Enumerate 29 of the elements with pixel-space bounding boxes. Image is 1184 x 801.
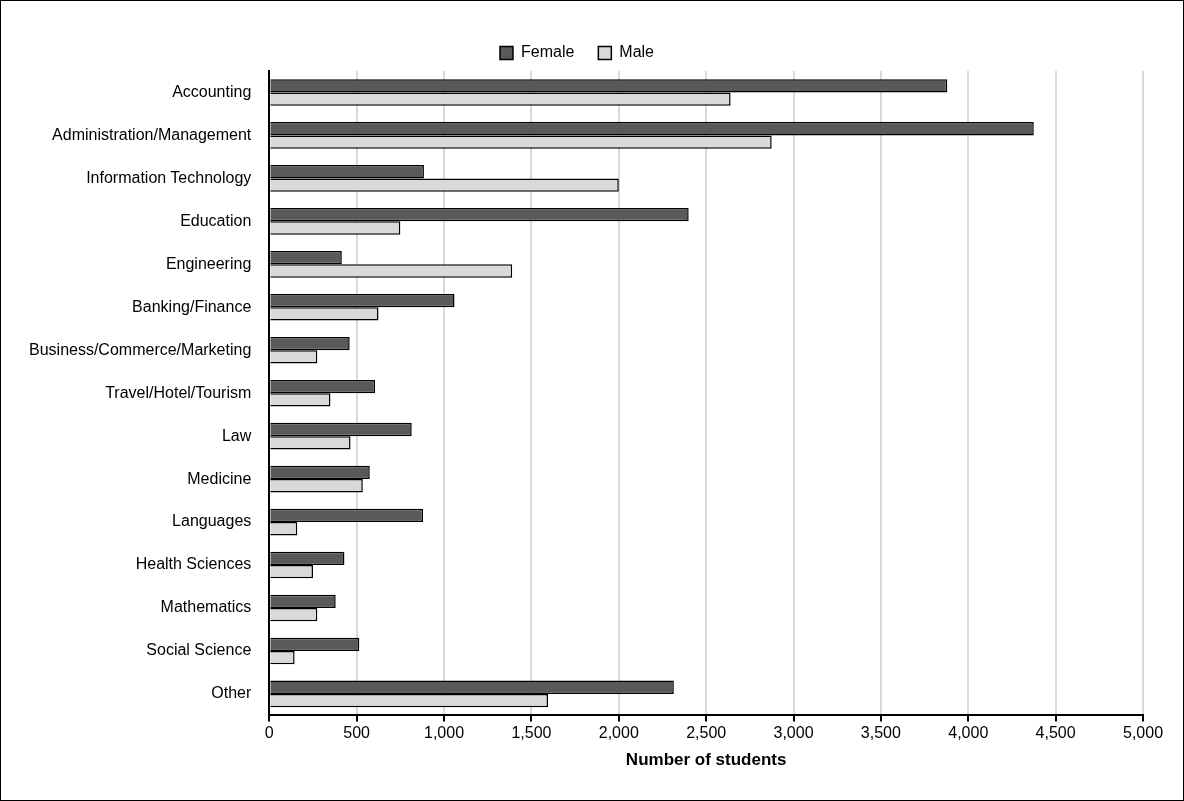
legend-label: Male <box>619 43 655 61</box>
y-tick-label: Travel/Hotel/Tourism <box>105 383 252 401</box>
y-tick-label: Medicine <box>187 469 252 487</box>
x-tick-label: 4,000 <box>948 724 989 742</box>
x-tick-label: 5,000 <box>1122 724 1164 742</box>
y-tick-label: Law <box>221 426 252 444</box>
y-tick-label: Social Science <box>146 641 252 659</box>
y-tick-label: Other <box>211 684 252 702</box>
legend-label: Female <box>520 43 575 61</box>
y-tick-label: Engineering <box>165 254 252 272</box>
y-tick-label: Administration/Management <box>52 125 252 143</box>
x-tick-label: 3,500 <box>860 724 902 742</box>
y-tick-label: Education <box>180 211 252 229</box>
x-tick-label: 2,000 <box>598 724 639 742</box>
x-axis-title: Number of students <box>625 750 787 770</box>
y-tick-label: Accounting <box>172 82 252 100</box>
x-tick-label: 1,500 <box>511 724 552 742</box>
x-tick-label: 3,000 <box>773 724 814 742</box>
x-tick-label: 0 <box>264 724 274 742</box>
y-tick-label: Banking/Finance <box>132 297 252 315</box>
y-tick-label: Languages <box>172 512 252 530</box>
x-tick-label: 500 <box>343 724 371 742</box>
x-tick-label: 2,500 <box>686 724 727 742</box>
y-tick-label: Mathematics <box>160 598 252 616</box>
x-tick-label: 1,000 <box>424 724 465 742</box>
y-tick-label: Information Technology <box>86 168 252 186</box>
y-tick-label: Health Sciences <box>135 555 252 573</box>
x-tick-label: 4,500 <box>1035 724 1076 742</box>
y-tick-label: Business/Commerce/Marketing <box>29 340 252 358</box>
